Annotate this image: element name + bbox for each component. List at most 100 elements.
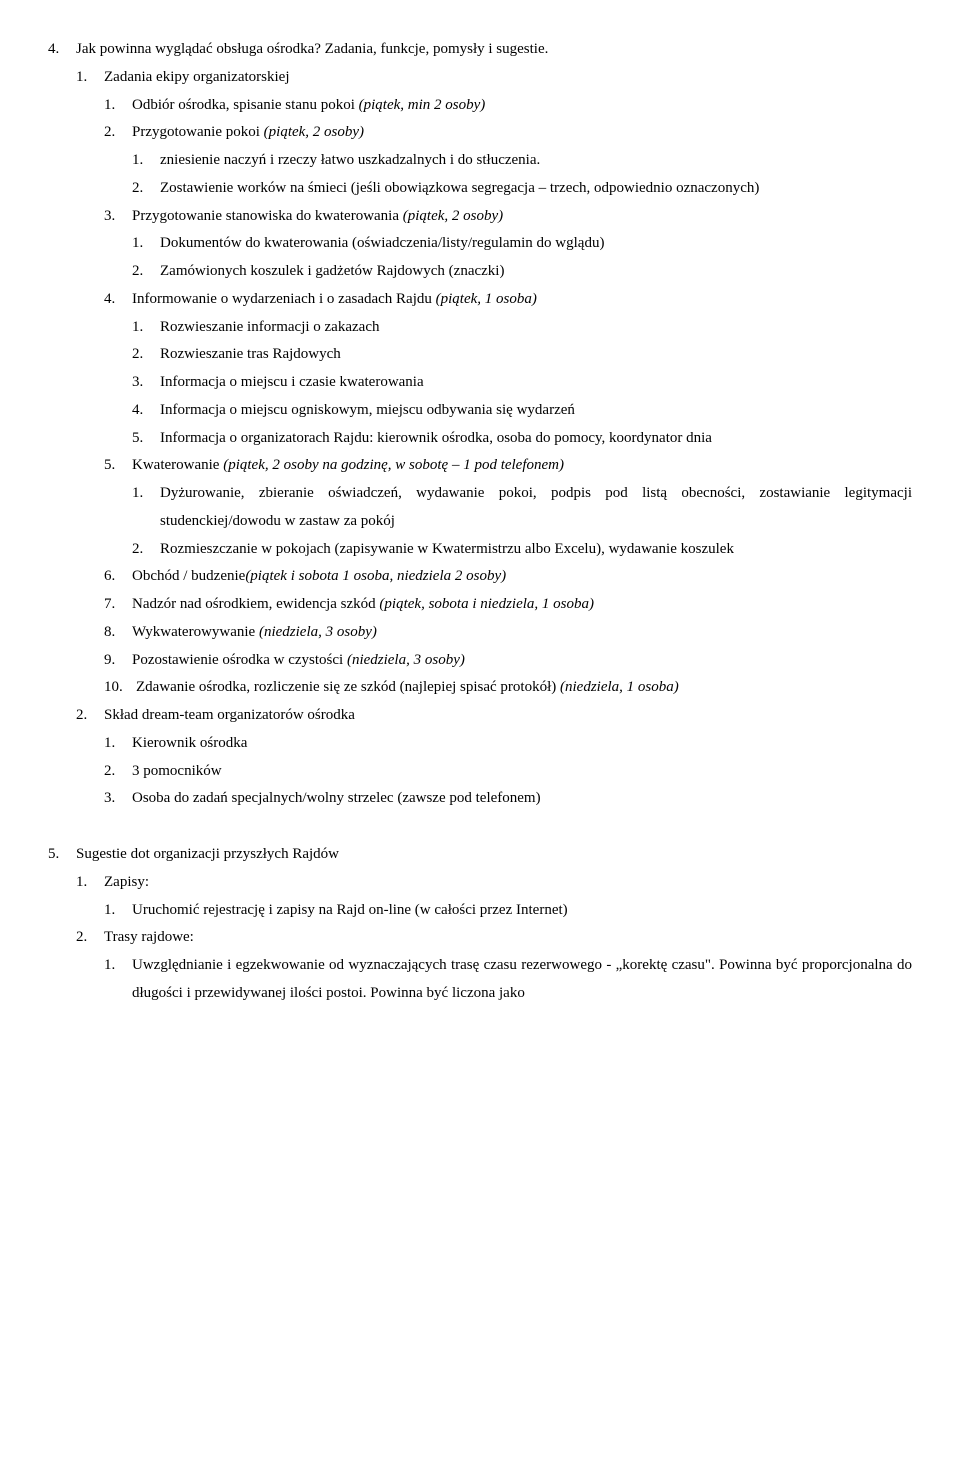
text: Kierownik ośrodka <box>132 735 247 751</box>
italic-note: (piątek, 2 osoby na godzinę, w sobotę – … <box>223 457 564 473</box>
text: Rozmieszczanie w pokojach (zapisywanie w… <box>160 541 734 557</box>
item-4-2: 2. Skład dream-team organizatorów ośrodk… <box>76 702 912 813</box>
text: Zadania ekipy organizatorskiej <box>104 69 290 85</box>
marker: 2. <box>132 341 143 369</box>
text: Uruchomić rejestrację i zapisy na Rajd o… <box>132 902 568 918</box>
marker: 1. <box>132 314 143 342</box>
item-4-1-4-3: 3. Informacja o miejscu i czasie kwatero… <box>132 369 912 397</box>
marker: 5. <box>48 841 59 869</box>
text: Odbiór ośrodka, spisanie stanu pokoi <box>132 97 359 113</box>
marker: 3. <box>104 785 115 813</box>
text: Rozwieszanie informacji o zakazach <box>160 319 379 335</box>
italic-note: (piątek, 2 osoby) <box>403 208 503 224</box>
text: Nadzór nad ośrodkiem, ewidencja szkód <box>132 596 379 612</box>
marker: 1. <box>104 952 115 980</box>
item-4-1-8: 8. Wykwaterowywanie (niedziela, 3 osoby) <box>104 619 912 647</box>
marker: 1. <box>132 230 143 258</box>
italic-note: (piątek, 1 osoba) <box>436 291 537 307</box>
item-4-1-10: 10. Zdawanie ośrodka, rozliczenie się ze… <box>104 674 912 702</box>
text: Dokumentów do kwaterowania (oświadczenia… <box>160 235 604 251</box>
text: Kwaterowanie <box>132 457 223 473</box>
item-4-1-5-1: 1. Dyżurowanie, zbieranie oświadczeń, wy… <box>132 480 912 536</box>
item-4-1-3-1: 1. Dokumentów do kwaterowania (oświadcze… <box>132 230 912 258</box>
item-5-1-1: 1. Uruchomić rejestrację i zapisy na Raj… <box>104 897 912 925</box>
text: Trasy rajdowe: <box>104 929 194 945</box>
item-4-1-2-2: 2. Zostawienie worków na śmieci (jeśli o… <box>132 175 912 203</box>
item-4-2-3: 3. Osoba do zadań specjalnych/wolny strz… <box>104 785 912 813</box>
text: Obchód / budzenie <box>132 568 245 584</box>
item-4-1-3: 3. Przygotowanie stanowiska do kwaterowa… <box>104 203 912 286</box>
italic-note: (piątek, min 2 osoby) <box>359 97 486 113</box>
text: Wykwaterowywanie <box>132 624 259 640</box>
marker: 8. <box>104 619 115 647</box>
item-4-1-4-5: 5. Informacja o organizatorach Rajdu: ki… <box>132 425 912 453</box>
text: Rozwieszanie tras Rajdowych <box>160 346 341 362</box>
text: 3 pomocników <box>132 763 222 779</box>
marker: 10. <box>104 674 123 702</box>
marker: 1. <box>76 64 87 92</box>
section-title: Jak powinna wyglądać obsługa ośrodka? Za… <box>76 41 548 57</box>
item-4-1-2: 2. Przygotowanie pokoi (piątek, 2 osoby)… <box>104 119 912 202</box>
marker: 4. <box>132 397 143 425</box>
section-5: 5. Sugestie dot organizacji przyszłych R… <box>48 841 912 1008</box>
marker: 2. <box>132 258 143 286</box>
marker: 4. <box>48 36 59 64</box>
italic-note: (niedziela, 3 osoby) <box>347 652 465 668</box>
marker: 9. <box>104 647 115 675</box>
item-4-1-5-2: 2. Rozmieszczanie w pokojach (zapisywani… <box>132 536 912 564</box>
text: Zamówionych koszulek i gadżetów Rajdowyc… <box>160 263 504 279</box>
marker: 3. <box>104 203 115 231</box>
section-title: Sugestie dot organizacji przyszłych Rajd… <box>76 846 339 862</box>
marker: 5. <box>132 425 143 453</box>
marker: 4. <box>104 286 115 314</box>
text: zniesienie naczyń i rzeczy łatwo uszkadz… <box>160 152 540 168</box>
text: Skład dream-team organizatorów ośrodka <box>104 707 355 723</box>
text: Uwzględnianie i egzekwowanie od wyznacza… <box>132 957 912 1001</box>
marker: 2. <box>132 536 143 564</box>
marker: 1. <box>132 147 143 175</box>
marker: 1. <box>104 92 115 120</box>
italic-note: (niedziela, 1 osoba) <box>560 679 679 695</box>
spacer <box>48 813 912 841</box>
item-4-1-2-1: 1. zniesienie naczyń i rzeczy łatwo uszk… <box>132 147 912 175</box>
marker: 6. <box>104 563 115 591</box>
text: Osoba do zadań specjalnych/wolny strzele… <box>132 790 541 806</box>
item-4-2-2: 2. 3 pomocników <box>104 758 912 786</box>
text: Zostawienie worków na śmieci (jeśli obow… <box>160 180 759 196</box>
italic-note: (piątek, 2 osoby) <box>264 124 364 140</box>
item-4-1-1: 1. Odbiór ośrodka, spisanie stanu pokoi … <box>104 92 912 120</box>
text: Informacja o miejscu ogniskowym, miejscu… <box>160 402 575 418</box>
item-4-1-4: 4. Informowanie o wydarzeniach i o zasad… <box>104 286 912 453</box>
text: Zdawanie ośrodka, rozliczenie się ze szk… <box>136 679 560 695</box>
marker: 5. <box>104 452 115 480</box>
marker: 2. <box>132 175 143 203</box>
item-4-1-4-4: 4. Informacja o miejscu ogniskowym, miej… <box>132 397 912 425</box>
text: Informowanie o wydarzeniach i o zasadach… <box>132 291 436 307</box>
marker: 1. <box>104 730 115 758</box>
marker: 7. <box>104 591 115 619</box>
text: Informacja o organizatorach Rajdu: kiero… <box>160 430 712 446</box>
text: Pozostawienie ośrodka w czystości <box>132 652 347 668</box>
item-4-2-1: 1. Kierownik ośrodka <box>104 730 912 758</box>
item-4-1-4-1: 1. Rozwieszanie informacji o zakazach <box>132 314 912 342</box>
item-4-1-7: 7. Nadzór nad ośrodkiem, ewidencja szkód… <box>104 591 912 619</box>
marker: 2. <box>76 702 87 730</box>
item-5-1: 1. Zapisy: 1. Uruchomić rejestrację i za… <box>76 869 912 925</box>
item-4-1-5: 5. Kwaterowanie (piątek, 2 osoby na godz… <box>104 452 912 563</box>
italic-note: (niedziela, 3 osoby) <box>259 624 377 640</box>
text: Zapisy: <box>104 874 149 890</box>
marker: 1. <box>76 869 87 897</box>
document-page: 4. Jak powinna wyglądać obsługa ośrodka?… <box>48 36 912 1008</box>
text: Przygotowanie pokoi <box>132 124 264 140</box>
marker: 2. <box>104 119 115 147</box>
italic-note: (piątek i sobota 1 osoba, niedziela 2 os… <box>245 568 506 584</box>
text: Dyżurowanie, zbieranie oświadczeń, wydaw… <box>160 485 912 529</box>
item-4-1: 1. Zadania ekipy organizatorskiej 1. Odb… <box>76 64 912 702</box>
marker: 1. <box>104 897 115 925</box>
item-4-1-6: 6. Obchód / budzenie(piątek i sobota 1 o… <box>104 563 912 591</box>
item-5-2: 2. Trasy rajdowe: 1. Uwzględnianie i egz… <box>76 924 912 1007</box>
marker: 2. <box>76 924 87 952</box>
marker: 2. <box>104 758 115 786</box>
marker: 3. <box>132 369 143 397</box>
text: Informacja o miejscu i czasie kwaterowan… <box>160 374 424 390</box>
